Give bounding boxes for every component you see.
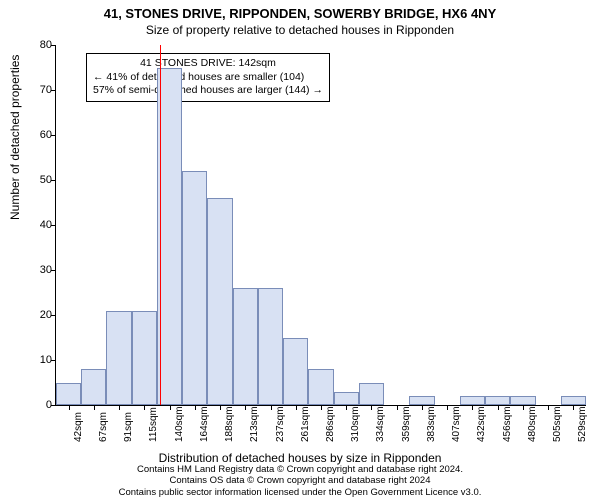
y-tick-mark	[51, 45, 56, 46]
histogram-bar	[485, 396, 510, 405]
x-tick-mark	[447, 405, 448, 410]
x-tick-label: 188sqm	[224, 406, 235, 442]
x-tick-label: 505sqm	[552, 406, 563, 442]
histogram-bar	[132, 311, 157, 406]
x-tick-label: 456sqm	[502, 406, 513, 442]
x-tick-label: 286sqm	[325, 406, 336, 442]
x-tick-mark	[69, 405, 70, 410]
x-tick-mark	[119, 405, 120, 410]
histogram-bar	[182, 171, 207, 405]
footer-line: Contains public sector information licen…	[0, 487, 600, 498]
footer-attribution: Contains HM Land Registry data © Crown c…	[0, 464, 600, 498]
y-tick-label: 60	[22, 129, 52, 141]
x-tick-mark	[220, 405, 221, 410]
y-tick-mark	[51, 270, 56, 271]
property-marker-line	[160, 45, 162, 405]
x-tick-mark	[296, 405, 297, 410]
chart-container: 41, STONES DRIVE, RIPPONDEN, SOWERBY BRI…	[0, 0, 600, 500]
histogram-bar	[207, 198, 232, 405]
y-tick-label: 10	[22, 354, 52, 366]
x-tick-mark	[346, 405, 347, 410]
annotation-line: ← 41% of detached houses are smaller (10…	[93, 71, 323, 85]
x-tick-mark	[397, 405, 398, 410]
x-tick-mark	[523, 405, 524, 410]
histogram-bar	[510, 396, 535, 405]
x-tick-label: 261sqm	[300, 406, 311, 442]
y-tick-mark	[51, 405, 56, 406]
histogram-bar	[561, 396, 586, 405]
x-tick-label: 164sqm	[199, 406, 210, 442]
y-tick-mark	[51, 225, 56, 226]
y-tick-mark	[51, 135, 56, 136]
y-tick-label: 0	[22, 399, 52, 411]
x-tick-label: 359sqm	[401, 406, 412, 442]
x-tick-label: 115sqm	[148, 407, 159, 442]
histogram-bar	[233, 288, 258, 405]
histogram-bar	[56, 383, 81, 406]
x-tick-mark	[371, 405, 372, 410]
annotation-box: 41 STONES DRIVE: 142sqm ← 41% of detache…	[86, 53, 330, 102]
x-tick-label: 213sqm	[249, 406, 260, 442]
x-tick-label: 334sqm	[375, 406, 386, 442]
title-main: 41, STONES DRIVE, RIPPONDEN, SOWERBY BRI…	[0, 0, 600, 21]
x-tick-mark	[472, 405, 473, 410]
plot-area: 41 STONES DRIVE: 142sqm ← 41% of detache…	[55, 45, 586, 406]
histogram-bar	[308, 369, 333, 405]
histogram-bar	[258, 288, 283, 405]
annotation-line: 57% of semi-detached houses are larger (…	[93, 84, 323, 98]
x-tick-mark	[144, 405, 145, 410]
x-tick-label: 310sqm	[350, 406, 361, 442]
histogram-bar	[334, 392, 359, 406]
x-tick-mark	[94, 405, 95, 410]
annotation-line: 41 STONES DRIVE: 142sqm	[93, 57, 323, 71]
y-tick-label: 40	[22, 219, 52, 231]
x-tick-mark	[573, 405, 574, 410]
x-tick-label: 91sqm	[123, 412, 134, 442]
x-tick-mark	[548, 405, 549, 410]
y-tick-mark	[51, 180, 56, 181]
y-tick-label: 80	[22, 39, 52, 51]
histogram-bar	[81, 369, 106, 405]
histogram-bar	[460, 396, 485, 405]
x-tick-mark	[271, 405, 272, 410]
x-tick-label: 383sqm	[426, 406, 437, 442]
y-tick-label: 30	[22, 264, 52, 276]
histogram-bar	[409, 396, 434, 405]
x-tick-mark	[498, 405, 499, 410]
x-tick-label: 529sqm	[577, 406, 588, 442]
footer-line: Contains OS data © Crown copyright and d…	[0, 475, 600, 486]
footer-line: Contains HM Land Registry data © Crown c…	[0, 464, 600, 475]
x-tick-label: 42sqm	[73, 412, 84, 442]
y-tick-mark	[51, 360, 56, 361]
histogram-bar	[106, 311, 131, 406]
x-tick-mark	[422, 405, 423, 410]
histogram-bar	[359, 383, 384, 406]
histogram-bar	[283, 338, 308, 406]
y-tick-label: 50	[22, 174, 52, 186]
y-axis-label: Number of detached properties	[8, 55, 22, 220]
x-tick-mark	[170, 405, 171, 410]
x-tick-label: 140sqm	[174, 406, 185, 442]
y-tick-mark	[51, 90, 56, 91]
x-tick-mark	[321, 405, 322, 410]
x-tick-label: 407sqm	[451, 406, 462, 442]
y-tick-label: 70	[22, 84, 52, 96]
x-tick-label: 432sqm	[476, 406, 487, 442]
x-tick-label: 67sqm	[98, 412, 109, 442]
y-tick-mark	[51, 315, 56, 316]
x-tick-label: 480sqm	[527, 406, 538, 442]
x-tick-mark	[195, 405, 196, 410]
x-tick-label: 237sqm	[275, 406, 286, 442]
y-tick-label: 20	[22, 309, 52, 321]
x-tick-mark	[245, 405, 246, 410]
title-sub: Size of property relative to detached ho…	[0, 21, 600, 37]
